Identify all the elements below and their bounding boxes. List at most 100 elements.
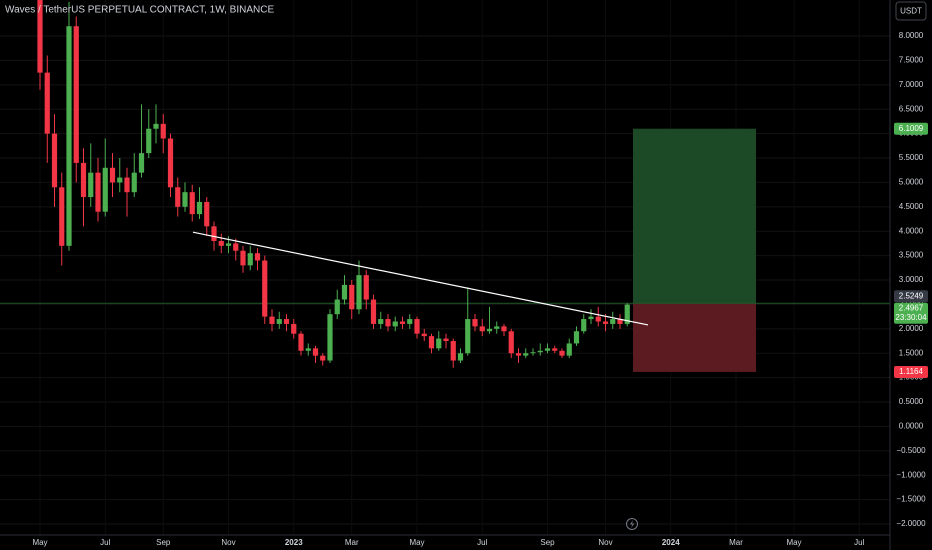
candle-body [414, 319, 420, 334]
y-tick-label: −2.0000 [896, 519, 926, 528]
price-axis: 8.00007.50007.00006.50006.00005.50005.00… [894, 31, 928, 528]
candle-body [73, 26, 79, 163]
plot-area [0, 0, 890, 372]
candle-body [131, 172, 137, 193]
trend-line [192, 231, 649, 326]
currency-button[interactable] [895, 1, 927, 21]
candle-body [254, 253, 261, 261]
price-tag [894, 122, 928, 135]
candle-body [167, 138, 174, 188]
candle-body [334, 299, 340, 315]
candle-body [283, 319, 290, 324]
candle-body [530, 352, 536, 354]
candle-body [349, 284, 355, 310]
candle-body [356, 275, 362, 310]
candle-body [494, 326, 500, 329]
price-tag [894, 365, 928, 378]
last-price-tag [894, 302, 928, 324]
candle-body [196, 201, 203, 215]
candle-body [378, 319, 384, 324]
y-tick-label: 7.5000 [899, 56, 924, 65]
candle-body [610, 319, 616, 324]
candle-body [153, 123, 159, 129]
y-tick-label: 8.0000 [899, 31, 924, 40]
candle-body [204, 201, 210, 227]
candle-body [523, 353, 529, 356]
y-tick-label: −1.5000 [896, 495, 926, 504]
candle-body [544, 348, 551, 351]
x-tick-label: May [32, 538, 47, 547]
last-price-label: 2.4967 [899, 303, 924, 312]
candle-body [298, 333, 304, 351]
y-tick-label: −0.5000 [896, 446, 926, 455]
candle-body [566, 343, 572, 356]
candle-body [59, 187, 65, 246]
y-tick-label: 7.0000 [899, 80, 924, 89]
candle-body [240, 250, 246, 266]
x-tick-label: Jul [477, 538, 487, 547]
candle-body [305, 348, 311, 351]
y-tick-label: 1.5000 [899, 348, 924, 357]
x-tick-label: Sep [156, 538, 171, 547]
currency-label[interactable]: USDT [900, 7, 922, 16]
candle-body [465, 319, 471, 354]
candle-body [399, 321, 406, 324]
candle-body [312, 348, 319, 356]
candle-body [37, 0, 43, 73]
icon-circle[interactable] [626, 518, 638, 530]
candle-body [95, 172, 101, 212]
candle-body [66, 26, 72, 246]
y-tick-label: 3.0000 [899, 275, 924, 284]
icon-bolt[interactable] [630, 520, 635, 528]
x-tick-label: Sep [540, 538, 555, 547]
candle-body [160, 123, 166, 139]
y-tick-label: 4.5000 [899, 202, 924, 211]
candle-body [392, 321, 398, 327]
candle-body [189, 192, 195, 215]
candle-body [407, 319, 413, 324]
candle-body [559, 350, 565, 356]
entry-tag [894, 290, 928, 303]
candle-body [450, 341, 456, 361]
x-tick-label: 2023 [285, 538, 303, 547]
candle-body [146, 128, 152, 154]
y-tick-label: 5.5000 [899, 153, 924, 162]
countdown-label: 23:30:04 [895, 313, 927, 322]
price-tag-label: 1.1164 [899, 367, 923, 376]
candle-body [624, 304, 630, 324]
candle-body [588, 316, 594, 320]
x-tick-label: Nov [598, 538, 612, 547]
candle-body [262, 260, 268, 317]
candle-body [428, 336, 435, 349]
x-tick-label: Mar [345, 538, 359, 547]
candle-body [218, 240, 224, 246]
candle-body [102, 167, 108, 212]
candle-body [109, 167, 116, 183]
candle-body [51, 133, 58, 188]
y-tick-label: 0.5000 [899, 397, 924, 406]
candle-body [486, 328, 493, 332]
candle-body [247, 253, 253, 266]
y-tick-label: 5.0000 [899, 178, 924, 187]
candle-body [117, 177, 123, 183]
target-zone [633, 128, 756, 304]
candle-body [595, 316, 601, 322]
candle-body [320, 355, 326, 361]
replay-icon[interactable] [626, 518, 638, 530]
candle-body [138, 153, 145, 173]
candle-body [291, 323, 297, 334]
candle-body [370, 299, 377, 324]
x-tick-label: May [786, 538, 801, 547]
x-tick-label: Jul [100, 538, 110, 547]
candle-body [182, 192, 188, 207]
y-tick-label: 4.0000 [899, 226, 924, 235]
candle-body [515, 353, 522, 356]
candle-body [472, 319, 478, 327]
chart-title: Waves / TetherUS PERPETUAL CONTRACT, 1W,… [5, 5, 274, 16]
candle-body [436, 338, 442, 349]
x-tick-label: 2024 [662, 538, 680, 547]
stop-zone [633, 303, 756, 372]
